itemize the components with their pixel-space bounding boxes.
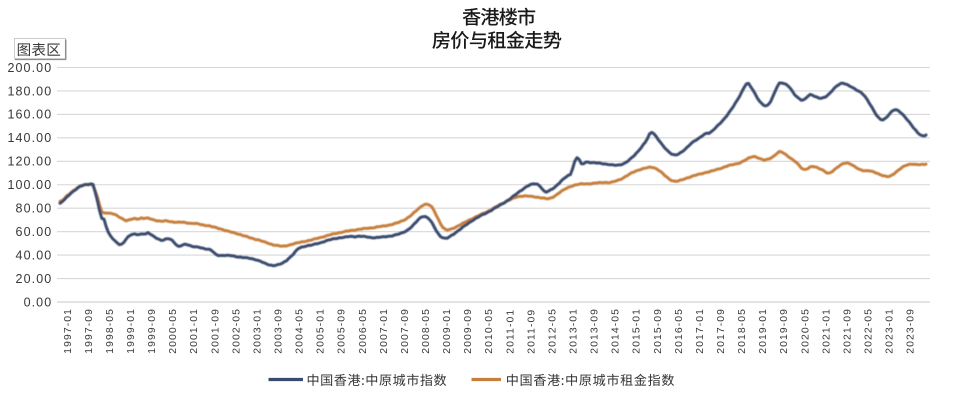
svg-text:2012-05: 2012-05 xyxy=(547,308,558,354)
svg-text:60.00: 60.00 xyxy=(16,225,53,239)
svg-text:2017-01: 2017-01 xyxy=(695,308,706,354)
svg-text:2020-05: 2020-05 xyxy=(800,308,811,354)
svg-text:2008-05: 2008-05 xyxy=(421,308,432,354)
svg-text:2005-01: 2005-01 xyxy=(316,308,327,354)
svg-text:80.00: 80.00 xyxy=(16,202,53,216)
svg-text:2023-01: 2023-01 xyxy=(885,308,896,354)
svg-text:2011-01: 2011-01 xyxy=(505,309,516,354)
svg-text:1997-01: 1997-01 xyxy=(63,308,74,354)
svg-text:2004-05: 2004-05 xyxy=(295,308,306,354)
svg-text:2013-09: 2013-09 xyxy=(590,308,601,354)
svg-text:0.00: 0.00 xyxy=(24,295,53,309)
svg-text:2003-01: 2003-01 xyxy=(252,308,263,354)
svg-text:2009-09: 2009-09 xyxy=(463,308,474,354)
svg-text:2022-05: 2022-05 xyxy=(863,308,874,354)
svg-text:2019-01: 2019-01 xyxy=(758,308,769,354)
svg-text:1999-01: 1999-01 xyxy=(126,308,137,354)
svg-text:2007-01: 2007-01 xyxy=(379,308,390,354)
svg-text:2006-05: 2006-05 xyxy=(358,308,369,354)
svg-text:2009-01: 2009-01 xyxy=(442,308,453,354)
svg-text:1998-05: 1998-05 xyxy=(105,308,116,354)
svg-text:140.00: 140.00 xyxy=(7,131,52,145)
svg-text:2007-09: 2007-09 xyxy=(400,308,411,354)
svg-text:2017-09: 2017-09 xyxy=(716,308,727,354)
svg-text:2023-09: 2023-09 xyxy=(906,308,917,354)
svg-text:2018-05: 2018-05 xyxy=(737,308,748,354)
svg-text:200.00: 200.00 xyxy=(7,61,52,75)
svg-text:120.00: 120.00 xyxy=(7,155,52,169)
svg-text:2015-01: 2015-01 xyxy=(632,308,643,354)
svg-text:2019-09: 2019-09 xyxy=(779,308,790,354)
svg-text:2010-05: 2010-05 xyxy=(484,308,495,354)
svg-text:1999-09: 1999-09 xyxy=(147,308,158,354)
svg-text:40.00: 40.00 xyxy=(16,248,53,262)
svg-text:100.00: 100.00 xyxy=(7,178,52,192)
svg-text:180.00: 180.00 xyxy=(7,84,52,98)
svg-text:2013-01: 2013-01 xyxy=(568,308,579,354)
svg-text:2015-09: 2015-09 xyxy=(653,308,664,354)
svg-text:2011-09: 2011-09 xyxy=(526,309,537,354)
svg-text:2003-09: 2003-09 xyxy=(274,308,285,354)
svg-text:2001-01: 2001-01 xyxy=(189,308,200,354)
svg-text:2021-09: 2021-09 xyxy=(842,308,853,354)
svg-text:2016-05: 2016-05 xyxy=(674,308,685,354)
svg-text:160.00: 160.00 xyxy=(7,108,52,122)
svg-text:2000-05: 2000-05 xyxy=(168,308,179,354)
svg-text:2001-09: 2001-09 xyxy=(210,308,221,354)
svg-text:2021-01: 2021-01 xyxy=(821,308,832,354)
svg-text:1997-09: 1997-09 xyxy=(84,308,95,354)
svg-text:2002-05: 2002-05 xyxy=(231,308,242,354)
svg-text:2014-05: 2014-05 xyxy=(611,308,622,354)
svg-text:2005-09: 2005-09 xyxy=(337,308,348,354)
svg-text:20.00: 20.00 xyxy=(16,272,53,286)
